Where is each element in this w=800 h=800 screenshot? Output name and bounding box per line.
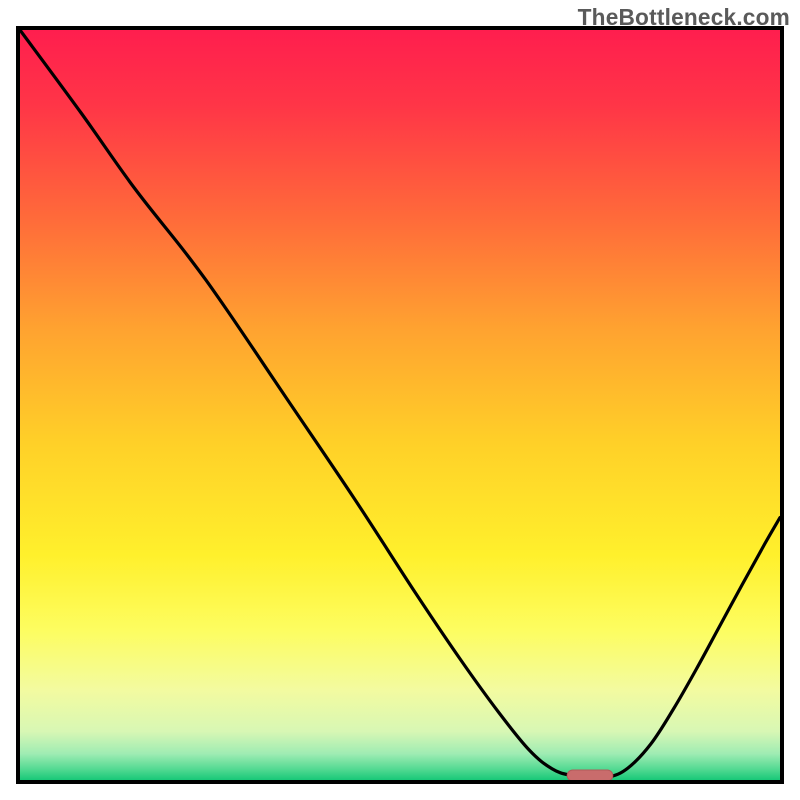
- gradient-background: [20, 30, 780, 780]
- watermark-text: TheBottleneck.com: [578, 4, 790, 31]
- chart-stage: TheBottleneck.com: [0, 0, 800, 800]
- bottleneck-chart: [0, 0, 800, 800]
- optimal-range-marker: [567, 770, 613, 781]
